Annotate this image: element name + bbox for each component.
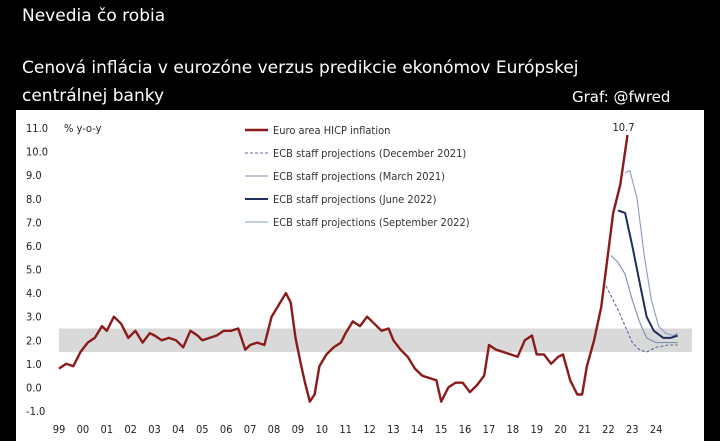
x-tick-label: 04 — [172, 423, 185, 436]
x-tick-label: 00 — [77, 423, 90, 436]
y-tick-label: 6.0 — [26, 240, 42, 253]
series-line-4 — [624, 169, 678, 337]
series-line-3 — [617, 209, 679, 339]
y-tick-label: 2.0 — [26, 334, 42, 347]
x-tick-label: 09 — [292, 423, 305, 436]
legend-label: ECB staff projections (June 2022) — [273, 193, 437, 206]
headline: Nevedia čo robia — [22, 6, 166, 26]
x-tick-label: 06 — [220, 423, 233, 436]
x-tick-label: 10 — [315, 423, 328, 436]
y-tick-label: 8.0 — [26, 193, 42, 206]
legend-label: ECB staff projections (December 2021) — [273, 147, 466, 160]
x-tick-label: 99 — [53, 423, 66, 436]
y-tick-label: 0.0 — [26, 381, 42, 394]
y-tick-label: 1.0 — [26, 358, 42, 371]
x-tick-label: 24 — [650, 423, 663, 436]
y-tick-label: -1.0 — [26, 405, 45, 418]
x-tick-label: 21 — [578, 423, 591, 436]
x-tick-label: 05 — [196, 423, 209, 436]
x-tick-label: 15 — [435, 423, 448, 436]
y-tick-label: 11.0 — [26, 122, 48, 135]
series-line-0 — [58, 134, 629, 403]
x-tick-label: 19 — [530, 423, 543, 436]
y-tick-label: 7.0 — [26, 216, 42, 229]
series-line-2 — [610, 255, 678, 344]
series-line-1 — [605, 285, 678, 353]
x-tick-label: 01 — [100, 423, 113, 436]
legend-label: ECB staff projections (March 2021) — [273, 170, 445, 183]
legend-label: ECB staff projections (September 2022) — [273, 216, 470, 229]
x-tick-label: 12 — [363, 423, 376, 436]
x-tick-label: 17 — [483, 423, 496, 436]
chart-panel: 11.0 10.0 9.0 8.0 7.0 6.0 5.0 4.0 3.0 2.0 1.0 0.0 -1… — [16, 110, 704, 441]
chart-title-line2: centrálnej banky — [22, 86, 165, 106]
legend-label: Euro area HICP inflation — [273, 124, 390, 137]
x-tick-label: 16 — [459, 423, 472, 436]
x-tick-label: 02 — [124, 423, 137, 436]
x-tick-label: 08 — [268, 423, 281, 436]
x-tick-label: 20 — [554, 423, 567, 436]
x-tick-label: 07 — [244, 423, 257, 436]
x-tick-label: 14 — [411, 423, 424, 436]
y-tick-label: 9.0 — [26, 169, 42, 182]
x-tick-label: 22 — [602, 423, 615, 436]
chart-title-line1: Cenová inflácia v eurozóne verzus predik… — [22, 58, 579, 78]
y-axis-label: % y-o-y — [64, 122, 102, 135]
peak-annotation: 10.7 — [612, 121, 634, 134]
y-tick-label: 10.0 — [26, 146, 48, 159]
x-tick-label: 18 — [507, 423, 520, 436]
x-tick-label: 03 — [148, 423, 161, 436]
x-tick-label: 13 — [387, 423, 400, 436]
y-tick-label: 5.0 — [26, 264, 42, 277]
y-tick-label: 4.0 — [26, 287, 42, 300]
chart-credit: Graf: @fwred — [572, 88, 671, 106]
x-tick-label: 23 — [626, 423, 639, 436]
inflation-chart: 11.0 10.0 9.0 8.0 7.0 6.0 5.0 4.0 3.0 2.0 1.0 0.0 -1… — [26, 121, 692, 436]
y-tick-label: 3.0 — [26, 311, 42, 324]
x-tick-label: 11 — [339, 423, 352, 436]
